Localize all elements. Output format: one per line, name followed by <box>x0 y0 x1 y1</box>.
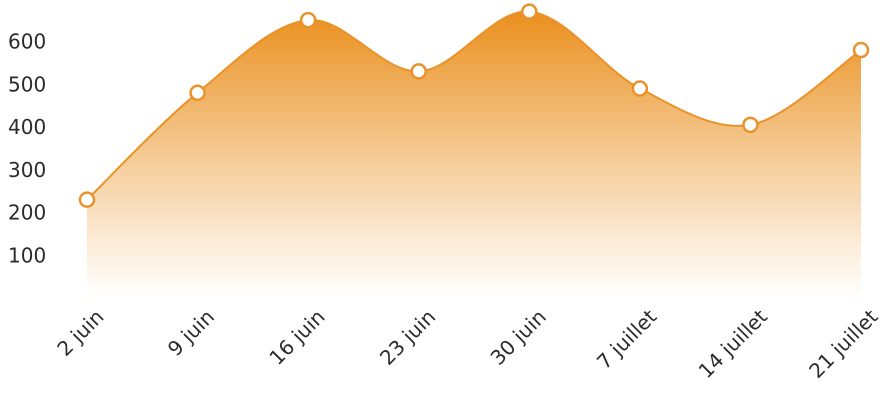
data-point-7 <box>742 116 759 134</box>
x-tick-label: 16 juin <box>264 305 329 370</box>
x-tick-label: 2 juin <box>52 305 108 361</box>
x-tick-label: 14 juillet <box>694 304 772 382</box>
x-tick-label: 9 juin <box>163 305 219 361</box>
y-tick-label: 100 <box>8 243 46 267</box>
data-point-5 <box>521 3 538 20</box>
series-area <box>87 11 861 298</box>
data-point-8 <box>852 41 870 59</box>
series-line <box>86 10 862 201</box>
y-tick-label: 400 <box>8 115 46 139</box>
x-tick-label: 21 juillet <box>804 304 882 382</box>
series-points <box>78 3 870 208</box>
data-point-2 <box>189 84 206 102</box>
y-tick-label: 600 <box>8 30 46 54</box>
y-axis: 100 200 300 400 500 600 <box>8 30 46 268</box>
x-tick-label: 7 juillet <box>592 304 662 374</box>
x-tick-label: 30 juin <box>486 305 551 370</box>
y-tick-label: 200 <box>8 201 46 225</box>
data-point-1 <box>78 191 96 208</box>
data-point-4 <box>410 63 427 80</box>
data-point-3 <box>299 11 317 29</box>
x-tick-label: 23 juin <box>375 305 440 370</box>
data-point-6 <box>631 80 649 97</box>
x-axis: 2 juin 9 juin 16 juin 23 juin 30 juin 7 juill… <box>52 304 882 382</box>
y-tick-label: 500 <box>8 72 46 96</box>
y-tick-label: 300 <box>8 158 46 182</box>
